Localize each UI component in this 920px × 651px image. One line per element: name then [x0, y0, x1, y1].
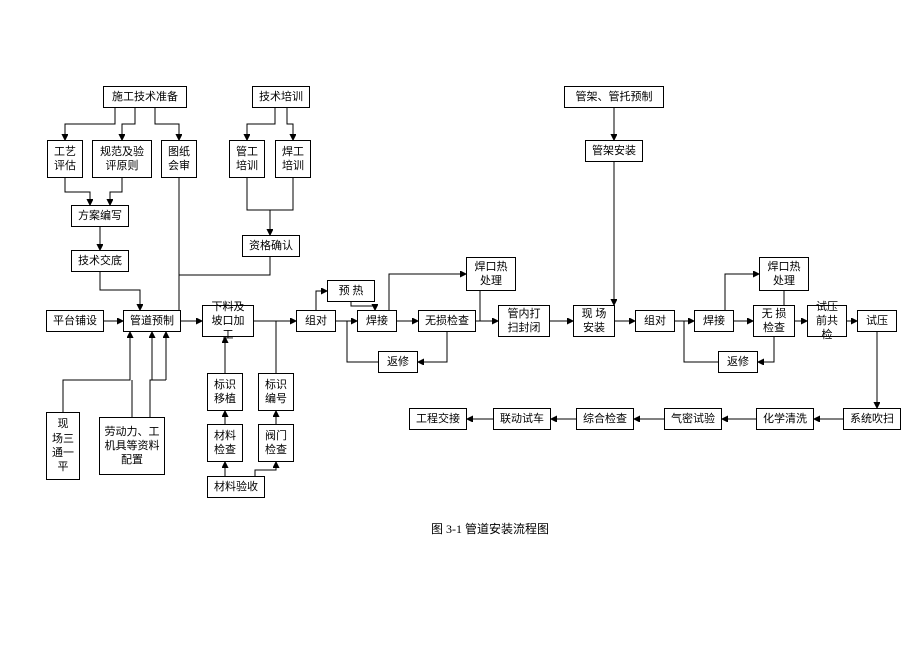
flow-node-n30: 返修 [718, 351, 758, 373]
flow-node-n37: 材料验收 [207, 476, 265, 498]
flow-node-n8: 焊工培训 [275, 140, 311, 178]
flow-node-n43: 系统吹扫 [843, 408, 901, 430]
flow-node-n35: 材料检查 [207, 424, 243, 462]
flow-node-n1: 施工技术准备 [103, 86, 187, 108]
flow-node-n41: 气密试验 [664, 408, 722, 430]
flow-node-n42: 化学清洗 [756, 408, 814, 430]
flow-node-n22: 管内打扫封闭 [498, 305, 550, 337]
flow-node-n7: 管工培训 [229, 140, 265, 178]
flow-node-n27: 试压前共检 [807, 305, 847, 337]
flow-node-n14: 焊口热处理 [759, 257, 809, 291]
flow-node-n5: 规范及验评原则 [92, 140, 152, 178]
flow-node-n3: 管架、管托预制 [564, 86, 664, 108]
flow-node-n9: 管架安装 [585, 140, 643, 162]
flow-node-n32: 标识编号 [258, 373, 294, 411]
flow-node-n24: 组对 [635, 310, 675, 332]
flow-node-n26: 无 损检查 [753, 305, 795, 337]
flow-node-n6: 图纸会审 [161, 140, 197, 178]
flow-node-n31: 标识移植 [207, 373, 243, 411]
flow-node-n23: 现 场安装 [573, 305, 615, 337]
flow-node-n12: 技术交底 [71, 250, 129, 272]
flow-node-n36: 阀门检查 [258, 424, 294, 462]
flow-node-n38: 工程交接 [409, 408, 467, 430]
flow-node-n28: 试压 [857, 310, 897, 332]
flow-node-n40: 综合检查 [576, 408, 634, 430]
flow-node-n34: 劳动力、工机具等资料配置 [99, 417, 165, 475]
flow-node-n18: 下料及坡口加工 [202, 305, 254, 337]
flow-node-n16: 平台铺设 [46, 310, 104, 332]
flow-node-n15: 预 热 [327, 280, 375, 302]
flow-node-n39: 联动试车 [493, 408, 551, 430]
flow-node-n20: 焊接 [357, 310, 397, 332]
flow-node-n2: 技术培训 [252, 86, 310, 108]
flow-node-n19: 组对 [296, 310, 336, 332]
flow-node-n11: 资格确认 [242, 235, 300, 257]
flow-node-n13: 焊口热处理 [466, 257, 516, 291]
flow-node-n21: 无损检查 [418, 310, 476, 332]
flow-node-n33: 现 场三 通一 平 [46, 412, 80, 480]
flow-node-n17: 管道预制 [123, 310, 181, 332]
flow-node-n10: 方案编写 [71, 205, 129, 227]
flow-node-n29: 返修 [378, 351, 418, 373]
flow-node-n25: 焊接 [694, 310, 734, 332]
figure-caption: 图 3-1 管道安装流程图 [380, 520, 600, 537]
flow-node-n4: 工艺评估 [47, 140, 83, 178]
